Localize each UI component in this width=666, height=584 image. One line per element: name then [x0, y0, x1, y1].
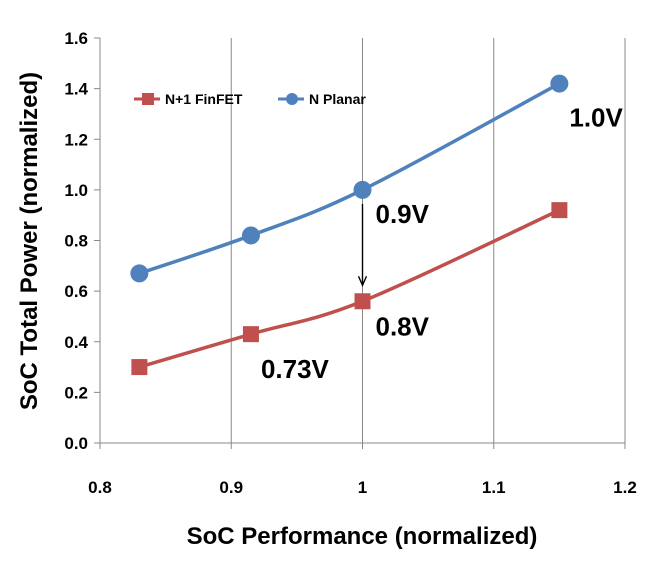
- legend: N+1 FinFET N Planar: [134, 91, 366, 107]
- data-point-square: [354, 293, 371, 310]
- data-point-circle: [241, 226, 260, 245]
- legend-marker-circle: [286, 93, 298, 105]
- series-layer: [130, 74, 569, 376]
- data-point-circle: [130, 264, 149, 283]
- y-axis-title: SoC Total Power (normalized): [16, 72, 43, 410]
- voltage-annotation: 0.8V: [376, 311, 430, 341]
- tick-labels: 0.0 0.2 0.4 0.6 0.8 1.0 1.2 1.4 1.6 0.8 0.9 1 1.1 1.2: [64, 29, 636, 497]
- x-tick-label: 0.8: [88, 478, 112, 497]
- legend-label: N+1 FinFET: [165, 91, 243, 107]
- series-line-0: [138, 208, 561, 369]
- voltage-annotation: 0.9V: [376, 199, 430, 229]
- data-point-square: [131, 359, 148, 376]
- voltage-annotation: 0.73V: [261, 354, 330, 384]
- y-tick-label: 0.8: [64, 232, 88, 251]
- x-tick-label: 1: [358, 478, 367, 497]
- series-line-1: [138, 82, 561, 276]
- annotation-layer: 1.0V 0.9V 0.8V 0.73V: [261, 103, 624, 385]
- y-tick-label: 0.4: [64, 333, 88, 352]
- data-point-circle: [353, 180, 372, 199]
- x-axis-title: SoC Performance (normalized): [187, 523, 538, 550]
- legend-marker-square: [142, 93, 154, 105]
- x-tick-label: 0.9: [219, 478, 243, 497]
- arrow-head: [357, 275, 368, 287]
- y-tick-label: 0.2: [64, 383, 88, 402]
- data-point-circle: [550, 74, 569, 93]
- y-tick-label: 1.0: [64, 181, 88, 200]
- y-tick-label: 1.2: [64, 130, 88, 149]
- y-tick-label: 1.6: [64, 29, 88, 48]
- x-tick-label: 1.1: [482, 478, 506, 497]
- legend-label: N Planar: [309, 91, 366, 107]
- y-tick-label: 0.0: [64, 434, 88, 453]
- data-point-square: [551, 202, 568, 219]
- y-tick-label: 0.6: [64, 282, 88, 301]
- axes: [94, 37, 626, 449]
- y-tick-label: 1.4: [64, 80, 88, 99]
- voltage-annotation: 1.0V: [569, 103, 623, 133]
- arrow-layer: [357, 203, 368, 287]
- x-tick-label: 1.2: [613, 478, 637, 497]
- axis-titles: SoC Performance (normalized) SoC Total Po…: [16, 72, 537, 550]
- data-point-square: [242, 326, 259, 343]
